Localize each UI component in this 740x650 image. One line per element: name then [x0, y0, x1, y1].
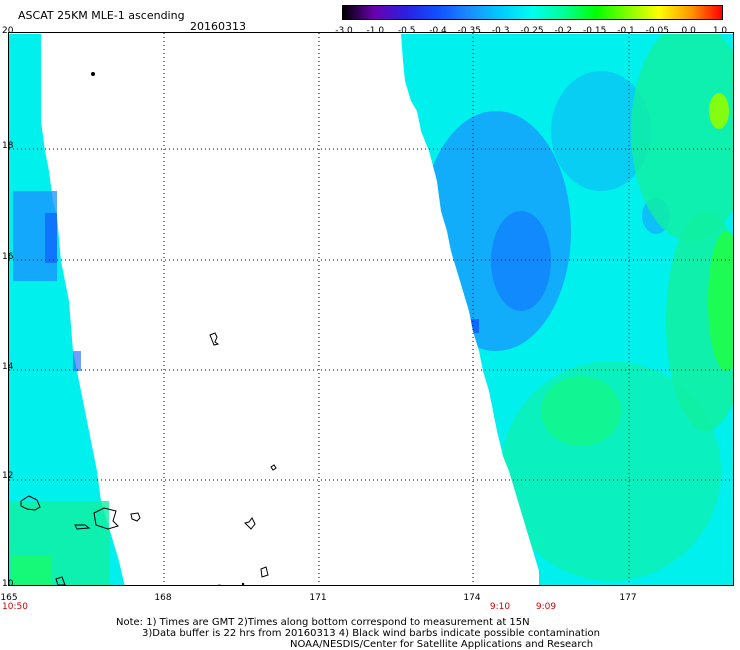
latitude-label: 12	[2, 471, 14, 481]
longitude-label: 174	[463, 593, 481, 603]
right-swath-blue-patch	[421, 111, 571, 351]
colorbar-tick-label: -0.25	[520, 26, 544, 36]
right-swath-bright-green-patch-south	[541, 376, 621, 446]
colorbar-tick-label: -3.0	[335, 26, 353, 36]
pass-time-label: 10:50	[2, 602, 28, 612]
colorbar-tick-label: -0.15	[583, 26, 607, 36]
island-outline	[216, 584, 221, 585]
longitude-label: 168	[154, 593, 172, 603]
left-swath-deep-blue-patch	[45, 213, 57, 263]
island-outline	[91, 72, 95, 76]
right-swath-deep-blue-spot	[471, 319, 479, 333]
chart-date: 20160313	[190, 20, 246, 33]
island-outline	[241, 582, 245, 585]
left-swath-blue-spot	[73, 351, 81, 371]
map-plot	[9, 33, 733, 585]
right-swath-yellow-green-spot	[709, 93, 729, 129]
chart-title: ASCAT 25KM MLE-1 ascending	[18, 9, 185, 22]
colorbar-tick-label: -0.05	[645, 26, 669, 36]
island-outline	[260, 566, 269, 578]
longitude-label: 171	[309, 593, 327, 603]
right-swath-bright-green-patch	[708, 231, 733, 371]
pass-time-label: 9:09	[535, 602, 557, 612]
latitude-label: 16	[2, 252, 14, 262]
pass-time-label: 9:10	[489, 602, 511, 612]
latitude-label: 20	[2, 26, 14, 36]
longitude-label: 177	[619, 593, 637, 603]
colorbar-tick-label: -0.1	[617, 26, 635, 36]
colorbar-tick-label: 0.0	[681, 26, 696, 36]
footer-note-line-1: Note: 1) Times are GMT 2)Times along bot…	[116, 617, 530, 628]
latitude-label: 10	[2, 579, 14, 589]
island-outline	[55, 576, 66, 585]
left-swath-bright-green-patch	[11, 556, 51, 585]
right-swath-green-patch-south	[501, 361, 721, 581]
colorbar-tick-label: -0.3	[491, 26, 510, 36]
colorbar-tick-label: -0.4	[429, 26, 447, 36]
colorbar	[342, 5, 723, 20]
island-outline	[20, 495, 41, 511]
right-swath-green-patch-north	[631, 34, 733, 241]
footer-note-line-3: NOAA/NESDIS/Center for Satellite Applica…	[290, 639, 594, 650]
latitude-label: 14	[2, 362, 14, 372]
footer-note-line-2: 3)Data buffer is 22 hrs from 20160313 4)…	[142, 628, 600, 639]
island-outline	[130, 512, 141, 522]
island-outline	[74, 524, 91, 530]
island-outline	[244, 517, 256, 530]
right-swath-deep-blue-patch	[491, 211, 551, 311]
right-swath-blue-patch-north	[551, 71, 651, 191]
map-panel	[8, 32, 734, 586]
colorbar-tick-label: 1.0	[712, 26, 728, 36]
colorbar-tick-label: -0.35	[457, 26, 481, 36]
latitude-label: 18	[2, 141, 14, 151]
colorbar-tick-label: -0.2	[554, 26, 573, 36]
colorbar-tick-label: -0.5	[397, 26, 416, 36]
island-outline	[93, 507, 119, 530]
island-outline	[270, 464, 277, 471]
longitude-label: 165	[0, 593, 18, 603]
island-outline	[209, 332, 220, 346]
left-swath	[9, 34, 125, 585]
colorbar-tick-label: -1.0	[366, 26, 385, 36]
